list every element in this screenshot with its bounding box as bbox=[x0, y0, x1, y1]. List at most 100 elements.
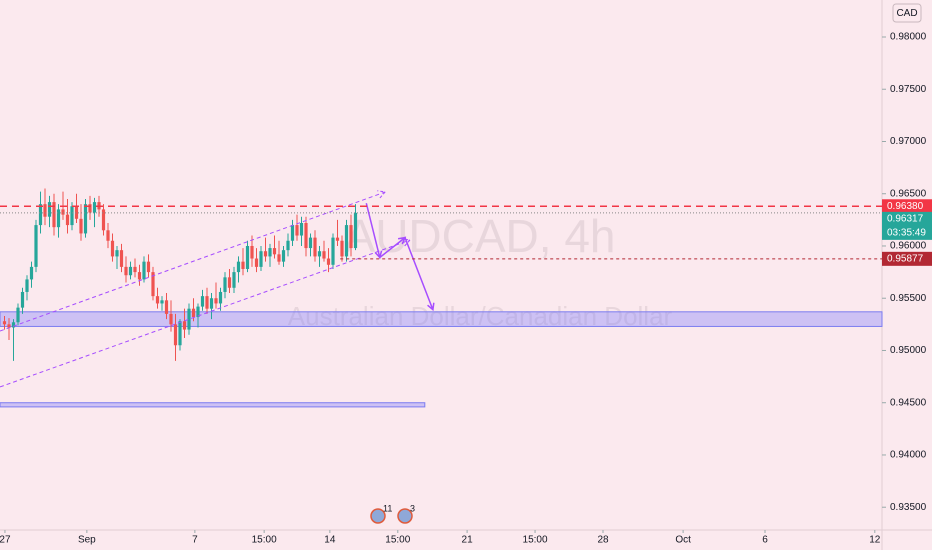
candle-body bbox=[236, 261, 241, 273]
channel-line bbox=[0, 239, 411, 388]
candle-body bbox=[119, 250, 124, 267]
x-tick-label: 15:00 bbox=[385, 535, 410, 546]
candle-body bbox=[128, 266, 133, 276]
candle-body bbox=[209, 298, 214, 309]
currency-box[interactable] bbox=[892, 3, 922, 23]
candle-body bbox=[52, 202, 56, 228]
candle-body bbox=[344, 225, 349, 257]
x-tick-label: 27 bbox=[0, 535, 11, 546]
candle-body bbox=[286, 240, 290, 251]
candle-body bbox=[101, 209, 106, 231]
candle-body bbox=[290, 225, 295, 241]
candle-body bbox=[182, 321, 187, 330]
candle-body bbox=[164, 300, 169, 314]
candle-body bbox=[74, 206, 79, 219]
resistance-label-bg bbox=[882, 199, 932, 214]
y-tick-label: 0.95000 bbox=[890, 345, 927, 356]
projection-arrowhead bbox=[427, 302, 435, 312]
last-price-label-bg bbox=[882, 211, 932, 240]
candle-body bbox=[191, 308, 196, 318]
last-price-label: 0.96317 bbox=[887, 213, 924, 224]
level-label: 0.95877 bbox=[887, 253, 924, 264]
candle-body bbox=[137, 272, 142, 280]
candle-body bbox=[25, 279, 29, 292]
candle-body bbox=[272, 248, 277, 255]
candle-body bbox=[173, 324, 178, 346]
x-tick-label: Sep bbox=[78, 535, 96, 546]
candle-body bbox=[263, 251, 268, 257]
candle-body bbox=[70, 206, 74, 226]
candle-body bbox=[83, 204, 88, 234]
candle-body bbox=[142, 261, 146, 280]
candle-body bbox=[335, 237, 340, 241]
candle-body bbox=[322, 251, 326, 259]
watermark-subtitle: Australian Dollar/Canadian Dollar bbox=[288, 301, 673, 331]
candle-body bbox=[227, 277, 232, 288]
candle-body bbox=[133, 266, 137, 273]
zone bbox=[0, 402, 426, 408]
candle-body bbox=[34, 225, 38, 267]
event-count: 11 bbox=[383, 503, 392, 513]
candle-body bbox=[326, 258, 331, 265]
x-tick-label: 12 bbox=[869, 535, 881, 546]
x-tick-label: 14 bbox=[324, 535, 336, 546]
candle-body bbox=[146, 261, 151, 273]
x-tick-label: 7 bbox=[192, 535, 198, 546]
candle-body bbox=[16, 307, 20, 323]
candle-body bbox=[205, 296, 209, 309]
x-tick-label: 21 bbox=[462, 535, 474, 546]
projection-arrowhead bbox=[397, 236, 407, 245]
channel-arrowhead bbox=[377, 190, 387, 199]
y-tick-label: 0.97000 bbox=[890, 136, 927, 147]
candle-body bbox=[349, 225, 353, 249]
candle-body bbox=[115, 250, 119, 257]
event-count: 3 bbox=[410, 503, 415, 513]
candle-body bbox=[160, 300, 164, 304]
candle-body bbox=[38, 204, 43, 226]
x-tick-label: Oct bbox=[675, 535, 691, 546]
candle-body bbox=[29, 266, 34, 280]
candle-body bbox=[124, 266, 128, 276]
candle-body bbox=[7, 324, 11, 328]
y-tick-label: 0.96500 bbox=[890, 188, 927, 199]
candle-body bbox=[92, 202, 97, 213]
currency: CAD bbox=[896, 8, 917, 19]
zone bbox=[0, 311, 883, 327]
candle-body bbox=[268, 248, 272, 257]
candle-body bbox=[155, 296, 160, 304]
projection-arrowhead bbox=[374, 250, 383, 259]
candle-body bbox=[43, 204, 47, 217]
x-tick-label: 15:00 bbox=[252, 535, 277, 546]
candle-body bbox=[218, 291, 223, 304]
channel-line bbox=[0, 191, 386, 332]
candle-body bbox=[20, 291, 25, 308]
x-tick-label: 28 bbox=[597, 535, 609, 546]
candle-body bbox=[214, 298, 218, 304]
y-tick-label: 0.98000 bbox=[890, 32, 927, 43]
y-tick-label: 0.93500 bbox=[890, 502, 927, 513]
candle-body bbox=[151, 272, 155, 297]
candle-body bbox=[245, 245, 250, 269]
candle-body bbox=[317, 251, 322, 257]
y-tick-label: 0.94000 bbox=[890, 450, 927, 461]
candle-body bbox=[254, 258, 259, 267]
y-tick-label: 0.94500 bbox=[890, 397, 927, 408]
candle-body bbox=[110, 240, 115, 257]
candle-body bbox=[65, 214, 70, 226]
candle-body bbox=[295, 225, 299, 236]
candle-body bbox=[47, 202, 52, 217]
candle-body bbox=[313, 237, 317, 257]
y-tick-label: 0.95500 bbox=[890, 293, 927, 304]
candle-body bbox=[88, 204, 92, 213]
candle-body bbox=[331, 237, 335, 265]
candle-body bbox=[353, 212, 358, 249]
candle-body bbox=[250, 245, 254, 259]
candle-body bbox=[241, 261, 245, 269]
countdown: 03:35:49 bbox=[887, 227, 926, 238]
projection-path bbox=[365, 202, 434, 310]
candle-body bbox=[106, 230, 110, 241]
candle-body bbox=[2, 321, 7, 325]
candle-body bbox=[232, 272, 236, 288]
